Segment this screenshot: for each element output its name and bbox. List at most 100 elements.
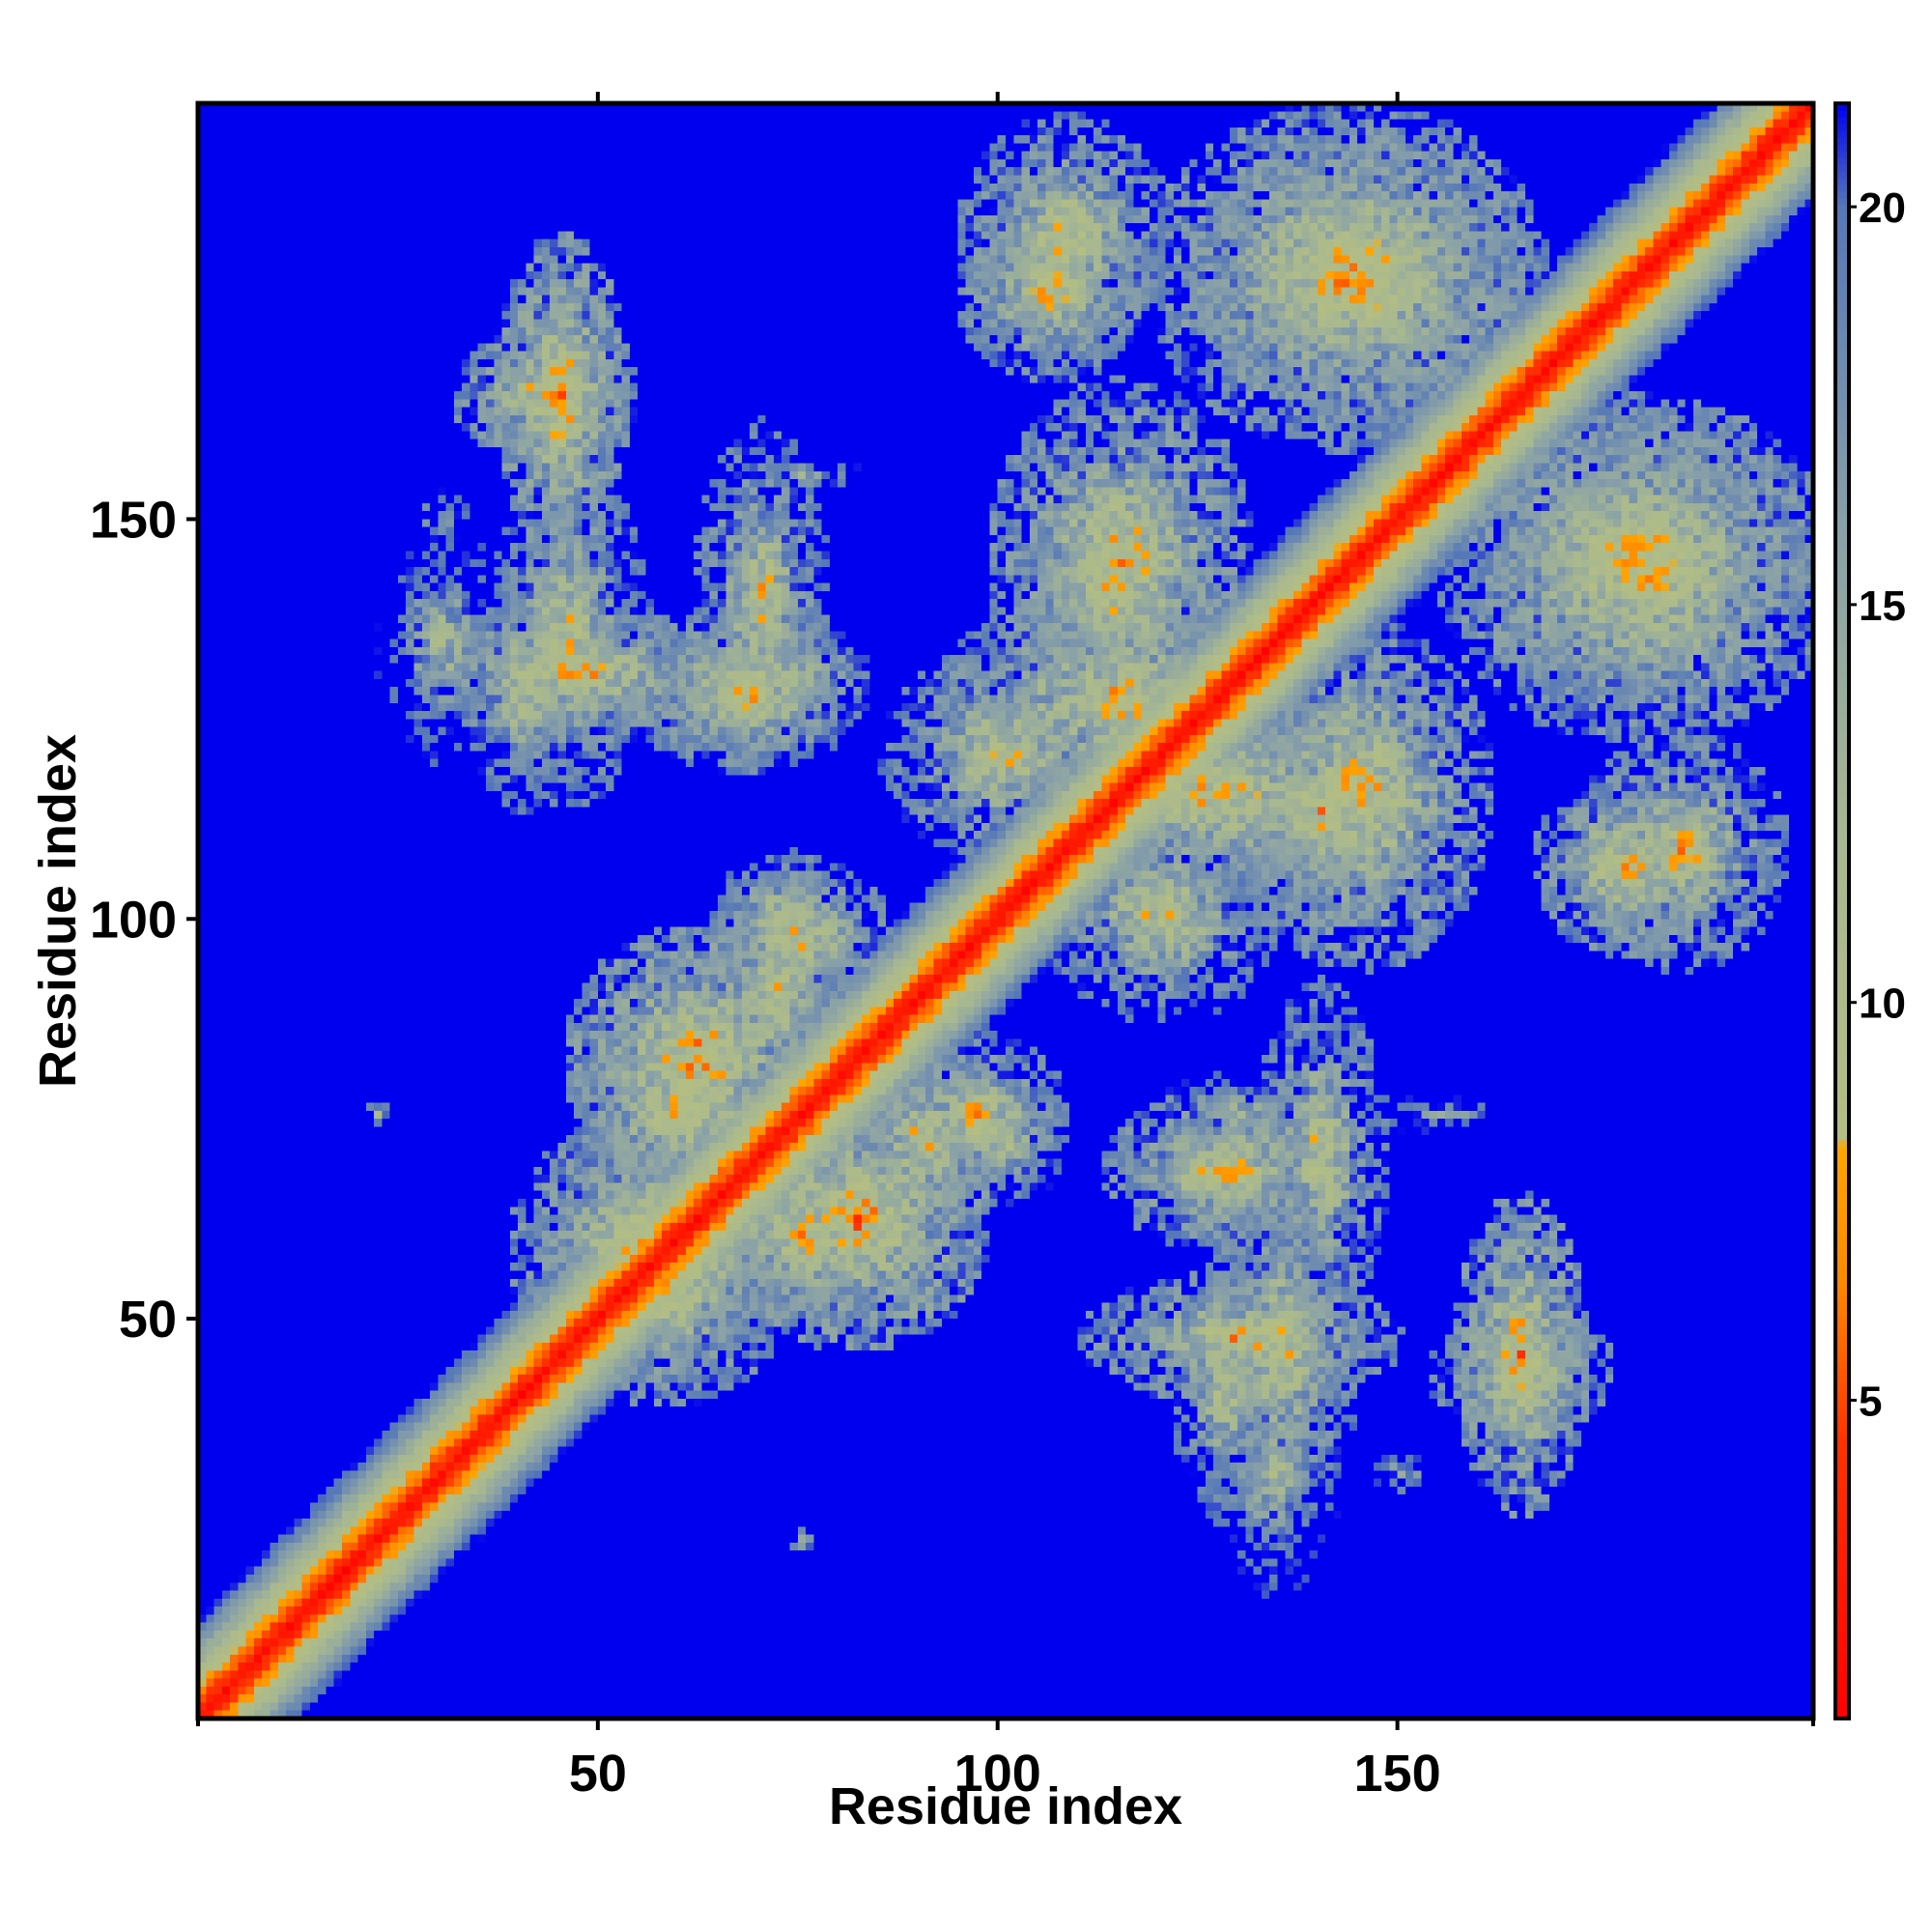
colorbar-segment [1835,614,1849,623]
colorbar-segment [1835,1113,1849,1121]
colorbar-segment [1835,285,1849,293]
colorbar-segment [1835,494,1849,501]
colorbar-segment [1835,816,1849,825]
colorbar-segment [1835,762,1849,771]
colorbar-segment [1835,1570,1849,1578]
colorbar-segment [1835,1631,1849,1639]
colorbar-segment [1835,473,1849,481]
colorbar-segment [1835,1315,1849,1322]
colorbar-segment [1835,244,1849,253]
colorbar-segment [1835,311,1849,320]
colorbar-segment [1835,1597,1849,1605]
colorbar-segment [1835,641,1849,650]
colorbar-segment [1835,1604,1849,1612]
colorbar-segment [1835,1463,1849,1471]
y-tick-label: 150 [90,491,177,549]
colorbar-segment [1835,1476,1849,1484]
colorbar-segment [1835,1132,1849,1141]
colorbar-segment [1835,1207,1849,1215]
colorbar-segment [1835,1422,1849,1431]
colorbar-segment [1835,769,1849,778]
colorbar-segment [1835,1139,1849,1148]
colorbar-segment [1835,1159,1849,1168]
colorbar-segment [1835,803,1849,811]
colorbar-segment [1835,358,1849,367]
colorbar-segment [1835,1227,1849,1236]
colorbar: 5 10 15 20 [1833,101,1906,1720]
colorbar-segment [1835,776,1849,784]
colorbar-segment [1835,1671,1849,1679]
colorbar-segment [1835,184,1849,192]
y-tick-label: 50 [119,1291,177,1349]
colorbar-segment [1835,1529,1849,1538]
colorbar-segment [1835,1025,1849,1034]
colorbar-segment [1835,1517,1849,1524]
colorbar-segment [1835,426,1849,435]
colorbar-segment [1835,1536,1849,1545]
colorbar-segment [1835,567,1849,576]
colorbar-segment [1835,837,1849,845]
colorbar-segment [1835,601,1849,610]
colorbar-segment [1835,978,1849,986]
colorbar-segment [1835,325,1849,333]
colorbar-tick-label: 10 [1859,980,1906,1028]
colorbar-segment [1835,1435,1849,1444]
colorbar-segment [1835,574,1849,582]
colorbar-segment [1835,682,1849,690]
colorbar-segment [1835,709,1849,717]
colorbar-segment [1835,1146,1849,1154]
colorbar-segment [1835,1294,1849,1302]
colorbar-segment [1835,533,1849,542]
plot-frame [195,100,1816,1721]
colorbar-segment [1835,1381,1849,1390]
colorbar-segment [1835,460,1849,468]
colorbar-segment [1835,156,1849,165]
colorbar-segment [1835,129,1849,138]
colorbar-segment [1835,1415,1849,1424]
colorbar-segment [1835,696,1849,703]
colorbar-segment [1835,204,1849,213]
colorbar-segment [1835,937,1849,946]
colorbar-segment [1835,1152,1849,1161]
colorbar-segment [1835,1698,1849,1706]
colorbar-segment [1835,1093,1849,1100]
colorbar-segment [1835,163,1849,172]
colorbar-segment [1835,318,1849,327]
colorbar-segment [1835,1712,1849,1719]
colorbar-segment [1835,1125,1849,1134]
colorbar-segment [1835,507,1849,515]
colorbar-segment [1835,648,1849,657]
colorbar-segment [1835,1348,1849,1356]
colorbar-segment [1835,1624,1849,1633]
colorbar-segment [1835,372,1849,381]
colorbar-segment [1835,850,1849,859]
colorbar-segment [1835,385,1849,394]
colorbar-segment [1835,231,1849,240]
colorbar-segment [1835,433,1849,441]
colorbar-segment [1835,1408,1849,1417]
colorbar-segment [1835,998,1849,1007]
colorbar-segment [1835,406,1849,414]
colorbar-segment [1835,560,1849,569]
colorbar-segment [1835,715,1849,724]
colorbar-segment [1835,991,1849,1000]
colorbar-segment [1835,877,1849,885]
colorbar-segment [1835,1065,1849,1073]
colorbar-segment [1835,1234,1849,1242]
colorbar-segment [1835,662,1849,669]
colorbar-segment [1835,453,1849,462]
colorbar-segment [1835,830,1849,838]
colorbar-segment [1835,513,1849,522]
colorbar-segment [1835,1658,1849,1666]
colorbar-segment [1835,109,1849,118]
colorbar-segment [1835,1543,1849,1551]
colorbar-segment [1835,1496,1849,1504]
colorbar-segment [1835,1503,1849,1511]
colorbar-segment [1835,217,1849,226]
colorbar-segment [1835,594,1849,603]
colorbar-segment [1835,116,1849,125]
colorbar-segment [1835,238,1849,246]
colorbar-segment [1835,621,1849,630]
colorbar-segment [1835,345,1849,354]
